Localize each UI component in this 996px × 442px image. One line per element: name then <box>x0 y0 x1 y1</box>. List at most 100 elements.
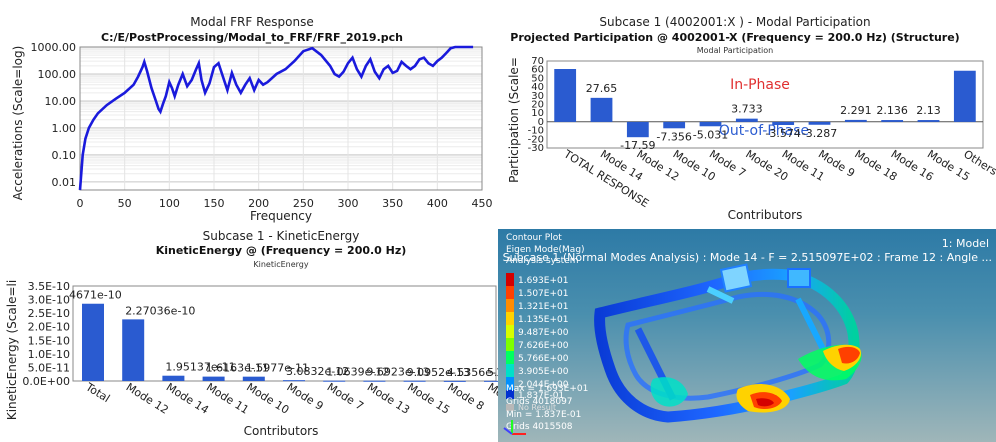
kinetic-category-label: Mode 10 <box>244 381 291 417</box>
participation-subtitle2: Modal Participation <box>697 46 773 55</box>
frf-plot-frame <box>79 46 483 191</box>
hotspot-region <box>650 377 688 407</box>
participation-data-label: 3.733 <box>731 103 763 116</box>
participation-subtitle: Projected Participation @ 4002001-X (Fre… <box>510 31 959 44</box>
kinetic-bar <box>242 376 265 381</box>
kinetic-bar <box>484 380 498 382</box>
legend-value: 1.693E+01 <box>518 276 569 286</box>
frf-xtick-label: 100 <box>159 197 180 210</box>
participation-bar <box>735 118 758 122</box>
participation-plot-frame <box>546 60 984 149</box>
kinetic-category-label: Total <box>83 380 113 405</box>
kinetic-ytick-label: 1.5E-10 <box>28 334 70 347</box>
hotspot-region <box>838 346 860 364</box>
mount-bracket <box>787 268 811 288</box>
frf-chart: Modal FRF Response C:/E/PostProcessing/M… <box>11 15 493 223</box>
kinetic-data-label: 5.6747e-13 <box>487 366 498 379</box>
participation-data-label: -7.356 <box>656 130 691 143</box>
frf-series-line <box>78 45 474 191</box>
contour-title: Contour Plot <box>506 233 562 243</box>
participation-ytick-label: -10 <box>528 126 544 137</box>
kinetic-category-label: Mode 1 <box>485 381 498 413</box>
frf-xtick-label: 150 <box>204 197 225 210</box>
kinetic-data-label: 9.6923e-13 <box>366 366 429 379</box>
participation-bar <box>699 121 722 127</box>
max-grid: Grids 4018097 <box>506 397 573 407</box>
participation-bar <box>881 120 904 122</box>
frf-title: Modal FRF Response <box>190 15 313 29</box>
participation-bar <box>953 70 976 122</box>
legend-value: 3.905E+00 <box>518 367 569 377</box>
kinetic-category-label: Mode 14 <box>164 381 211 417</box>
kinetic-data-label: 4.5356e-13 <box>447 366 498 379</box>
kinetic-bar <box>82 303 104 381</box>
kinetic-subtitle: KineticEnergy @ (Frequency = 200.0 Hz) <box>156 244 407 257</box>
frf-ytick-label: 0.01 <box>52 176 77 189</box>
participation-ytick-label: 20 <box>531 100 544 111</box>
kinetic-data-label: 3.0832e-12 <box>286 365 349 378</box>
participation-bar <box>772 121 795 126</box>
kinetic-data-label: 2.27036e-10 <box>125 304 195 317</box>
participation-data-label: 2.136 <box>876 104 908 117</box>
participation-ytick-label: 70 <box>531 56 544 67</box>
legend-swatch-4 <box>506 325 514 338</box>
kinetic-ytick-label: 2.0E-10 <box>28 321 70 334</box>
legend-value: 1.837E-01 <box>518 391 565 401</box>
participation-ytick-label: 40 <box>531 82 544 93</box>
frf-ylabel: Accelerations (Scale=log) <box>11 46 25 201</box>
participation-bar <box>626 121 649 138</box>
participation-data-label: -5.031 <box>693 128 728 141</box>
no-result-swatch <box>506 404 514 411</box>
legend-swatch-5 <box>506 338 514 351</box>
frf-xtick-label: 200 <box>248 197 269 210</box>
participation-data-label: 2.291 <box>840 104 872 117</box>
kinetic-data-label: 4671e-10 <box>69 289 122 302</box>
kinetic-ytick-label: 1.0E-10 <box>28 348 70 361</box>
participation-bar <box>844 119 867 122</box>
kinetic-bar <box>443 380 466 382</box>
legend-swatch-2 <box>506 299 514 312</box>
participation-bar <box>808 121 831 125</box>
frf-ytick-label: 0.10 <box>52 149 77 162</box>
axis-triad-z <box>503 427 513 435</box>
participation-data-label: 27.65 <box>586 82 618 95</box>
participation-chart: Subcase 1 (4002001:X ) - Modal Participa… <box>507 15 996 222</box>
contour-system: Analysis system <box>506 256 579 266</box>
kinetic-title: Subcase 1 - KineticEnergy <box>203 229 360 243</box>
kinetic-ytick-label: 5.0E-11 <box>28 361 70 374</box>
kinetic-category-label: Mode 13 <box>365 381 412 417</box>
subcase-label: Subcase 1 (Normal Modes Analysis) : Mode… <box>502 251 992 264</box>
kinetic-ylabel: KineticEnergy (Scale=li <box>5 280 19 420</box>
kinetic-bar <box>403 380 426 382</box>
fe-model[interactable] <box>498 229 996 442</box>
kinetic-data-label: 9.0952e-13 <box>407 366 470 379</box>
frf-xtick-label: 300 <box>338 197 359 210</box>
kinetic-ytick-label: 0.0E+00 <box>22 375 70 388</box>
frame-crossmember <box>706 286 735 304</box>
participation-ylabel: Participation (Scale= <box>507 57 521 183</box>
participation-data-label: -3.574 <box>765 127 800 140</box>
out-of-phase-label: Out-of-Phase <box>719 123 809 139</box>
participation-bar <box>663 121 686 129</box>
contour-viewport[interactable]: Contour Plot Eigen Mode(Mag) Analysis sy… <box>498 229 996 442</box>
legend-swatch-0 <box>506 273 514 286</box>
participation-ytick-label: 0 <box>538 117 544 128</box>
frf-ytick-label: 100.00 <box>38 68 77 81</box>
kinetic-category-label: Mode 15 <box>405 381 452 417</box>
kinetic-energy-chart: Subcase 1 - KineticEnergy KineticEnergy … <box>5 229 498 438</box>
model-label: 1: Model <box>941 237 989 250</box>
min-text: Min = 1.837E-01 <box>506 410 582 420</box>
legend-swatch-1 <box>506 286 514 299</box>
participation-bar <box>917 120 940 122</box>
legend-swatch-7 <box>506 364 514 377</box>
kinetic-category-label: Mode 7 <box>325 381 366 413</box>
frf-ytick-label: 1.00 <box>52 122 77 135</box>
participation-ytick-label: 60 <box>531 65 544 76</box>
legend-value: 5.766E+00 <box>518 354 569 364</box>
kinetic-data-label: 1.5977e-11 <box>246 362 309 375</box>
max-text: Max = 1.693E+01 <box>506 384 589 394</box>
kinetic-ytick-label: 3.5E-10 <box>28 280 70 293</box>
kinetic-bar <box>283 380 305 382</box>
frf-xtick-label: 0 <box>77 197 84 210</box>
legend-value: 2.044E+00 <box>518 380 569 390</box>
